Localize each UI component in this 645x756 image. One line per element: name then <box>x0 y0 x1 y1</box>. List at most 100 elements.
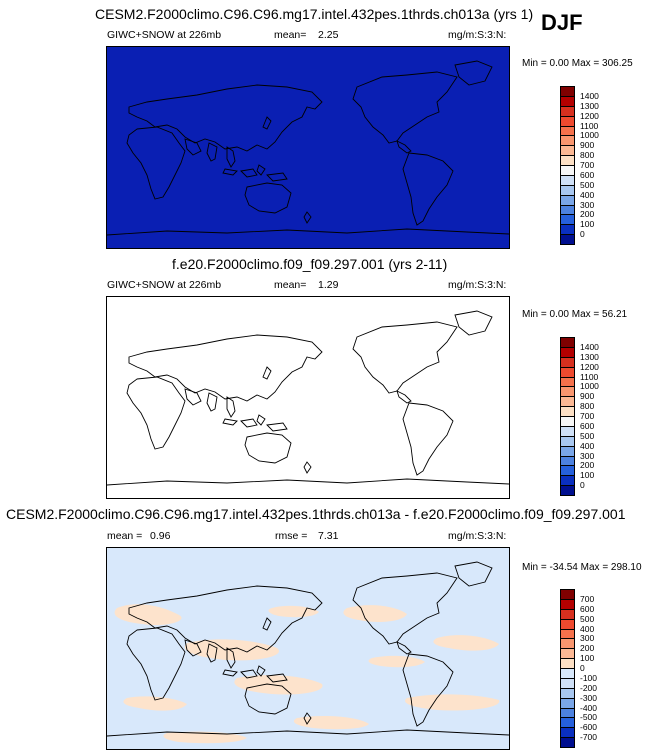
coastline-path <box>126 627 186 701</box>
colorbar-tick-label: -100 <box>580 672 598 683</box>
coastline-path <box>352 572 458 645</box>
panel3-title: CESM2.F2000climo.C96.C96.mg17.intel.432p… <box>6 506 626 522</box>
panel1-units: mg/m:S:3:N: <box>448 29 507 41</box>
coastline-path <box>256 665 266 677</box>
coastline-path <box>244 432 292 464</box>
panel1-field-fill <box>107 47 509 248</box>
coastline-path <box>222 418 238 426</box>
panel2-units: mg/m:S:3:N: <box>448 279 507 291</box>
colorbar-box <box>560 234 575 245</box>
panel2-coastlines <box>107 310 509 486</box>
colorbar-tick-label: 500 <box>580 430 595 441</box>
coastline-path <box>226 647 236 669</box>
coastline-path <box>244 683 292 715</box>
panel1-mean-value: 2.25 <box>318 29 339 41</box>
coastline-path <box>206 142 218 162</box>
colorbar-tick-label: 600 <box>580 420 595 431</box>
panel3-colorbar: 700 600 500 400 300 200 100 0 -100 -200 -300 -400 -5… <box>560 589 620 748</box>
coastline-path <box>266 673 288 683</box>
colorbar-tick-label: 900 <box>580 391 595 402</box>
colorbar-tick-label: 1000 <box>580 130 599 141</box>
coastline-path <box>128 334 323 402</box>
colorbar-tick-label: 1200 <box>580 361 599 372</box>
panel2-mean-value: 1.29 <box>318 279 339 291</box>
coastline-path <box>107 729 509 737</box>
colorbar-box <box>560 737 575 748</box>
coastline-path <box>226 146 236 168</box>
panel2-field: GIWC+SNOW at 226mb <box>107 279 222 291</box>
panel3-rmse-value: 7.31 <box>318 530 339 542</box>
panel1-colorbar: 1400 1300 1200 1100 1000 900 800 700 600 500 400 30… <box>560 86 620 245</box>
colorbar-tick-label: 1200 <box>580 110 599 121</box>
colorbar-tick-label: 500 <box>580 179 595 190</box>
colorbar-tick-label: -300 <box>580 692 598 703</box>
colorbar-tick-label: 100 <box>580 219 595 230</box>
coastline-path <box>240 168 258 178</box>
colorbar-tick-label: 600 <box>580 603 595 614</box>
panel3-map <box>106 547 510 750</box>
coastline-path <box>266 172 288 182</box>
panel2-field-fill <box>107 297 509 498</box>
coastline-path <box>266 422 288 432</box>
colorbar-tick-label: 300 <box>580 450 595 461</box>
panel2-minmax: Min = 0.00 Max = 56.21 <box>522 309 628 320</box>
colorbar-tick-label: 400 <box>580 189 595 200</box>
panel1-minmax: Min = 0.00 Max = 306.25 <box>522 58 633 69</box>
coastline-path <box>303 712 312 725</box>
coastline-path <box>222 669 238 677</box>
coastline-path <box>107 478 509 486</box>
coastline-path <box>126 126 186 200</box>
colorbar-tick-label: 900 <box>580 140 595 151</box>
coastline-path <box>226 396 236 418</box>
panel3-units: mg/m:S:3:N: <box>448 530 507 542</box>
coastline-path <box>262 366 272 380</box>
colorbar-tick-label: 700 <box>580 411 595 421</box>
panel2-map <box>106 296 510 499</box>
colorbar-tick-label: 1000 <box>580 381 599 392</box>
coastline-path <box>107 228 509 236</box>
coastline-path <box>244 182 292 214</box>
colorbar-tick-label: 0 <box>580 663 585 673</box>
colorbar-tick-label: 200 <box>580 209 595 220</box>
panel3-map-svg <box>107 548 509 749</box>
colorbar-tick-label: 600 <box>580 169 595 180</box>
panel3-minmax: Min = -34.54 Max = 298.10 <box>522 562 642 573</box>
coastline-path <box>262 617 272 631</box>
coastline-path <box>396 641 412 655</box>
coastline-path <box>454 310 493 336</box>
coastline-path <box>184 388 202 406</box>
coastline-path <box>303 211 312 224</box>
colorbar-tick-label: 1300 <box>580 351 599 362</box>
panel3-mean-label: mean = <box>107 530 143 542</box>
coastline-path <box>256 414 266 426</box>
coastline-path <box>256 164 266 176</box>
coastline-path <box>402 152 454 226</box>
colorbar-tick-label: 200 <box>580 643 595 654</box>
coastline-path <box>454 60 493 86</box>
panel3-coastlines <box>107 561 509 737</box>
panel1-field: GIWC+SNOW at 226mb <box>107 29 222 41</box>
colorbar-tick-label: 700 <box>580 593 595 604</box>
colorbar-tick-label: -200 <box>580 682 598 693</box>
colorbar-tick-label: -700 <box>580 732 598 743</box>
colorbar-box <box>560 485 575 496</box>
colorbar-tick-label: 0 <box>580 480 585 491</box>
coastline-path <box>396 390 412 404</box>
panel1-title: CESM2.F2000climo.C96.C96.mg17.intel.432p… <box>95 6 534 22</box>
panel2-mean-label: mean= <box>274 279 307 291</box>
coastline-path <box>454 561 493 587</box>
coastline-path <box>184 138 202 156</box>
panel3-positive-patches <box>114 604 500 744</box>
colorbar-tick-label: 400 <box>580 623 595 634</box>
panel1-map-svg <box>107 47 509 248</box>
panel1-mean-label: mean= <box>274 29 307 41</box>
panel1-map <box>106 46 510 249</box>
coastline-path <box>126 376 186 450</box>
coastline-path <box>240 669 258 679</box>
coastline-path <box>128 84 323 152</box>
colorbar-tick-label: 700 <box>580 160 595 170</box>
coastline-path <box>240 418 258 428</box>
coastline-path <box>352 321 458 394</box>
colorbar-tick-label: 500 <box>580 613 595 624</box>
colorbar-tick-label: 0 <box>580 229 585 240</box>
